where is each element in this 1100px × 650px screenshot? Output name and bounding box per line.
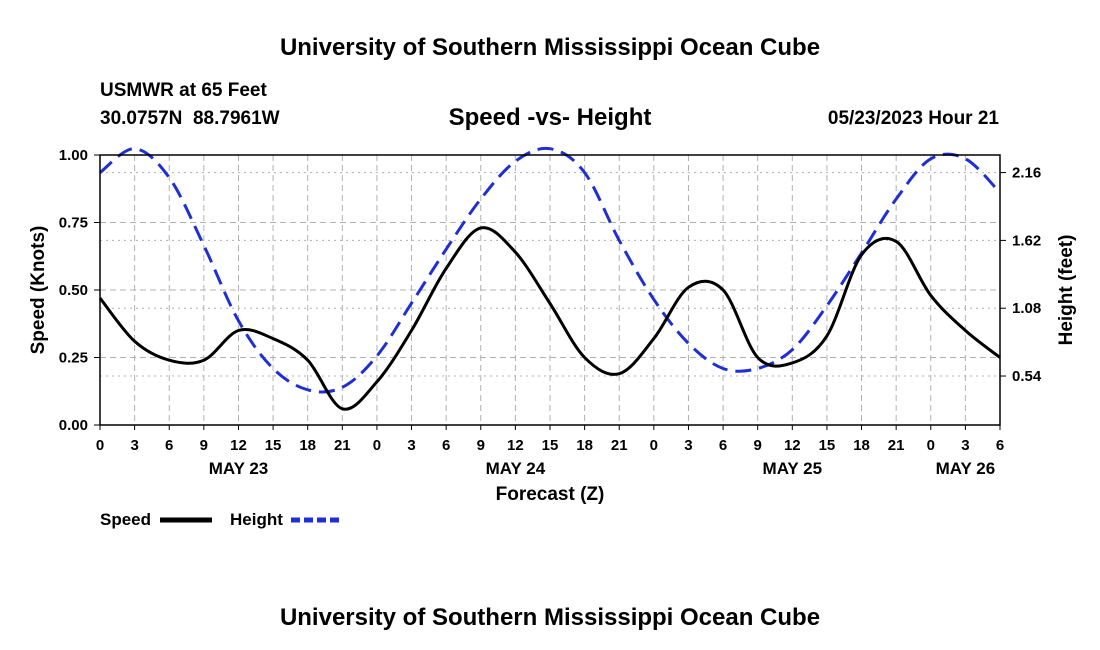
y-tick-label-left: 1.00: [59, 147, 88, 164]
y-axis-label-right: Height (feet): [1056, 235, 1077, 346]
x-tick-label: 0: [927, 437, 935, 454]
chart-title: Speed -vs- Height: [449, 104, 652, 131]
forecast-timestamp: 05/23/2023 Hour 21: [828, 108, 1000, 129]
x-tick-label: 15: [265, 437, 282, 454]
y-tick-label-right: 2.16: [1012, 165, 1041, 182]
x-axis-label: Forecast (Z): [496, 484, 605, 505]
series-layer: [98, 146, 1002, 411]
x-tick-label: 12: [230, 437, 247, 454]
axes: 0 3 6 9 12 15 18 21 0 3 6 9 12 15 18 21 0 3 6 9 12 15 18 21 0 3 6 0…: [59, 147, 1042, 478]
y-tick-label-left: 0.75: [59, 215, 88, 232]
legend-label-speed: Speed: [100, 510, 151, 529]
y-tick-label-left: 0.50: [59, 282, 88, 299]
y-tick-label-right: 1.08: [1012, 300, 1041, 317]
x-tick-label: 3: [961, 437, 969, 454]
x-tick-label: 6: [996, 437, 1004, 454]
x-tick-label: 3: [407, 437, 415, 454]
y-axis-label-left: Speed (Knots): [28, 226, 49, 355]
day-label: MAY 26: [936, 459, 996, 478]
legend-label-height: Height: [230, 510, 283, 529]
day-label: MAY 24: [486, 459, 546, 478]
x-tick-label: 6: [719, 437, 727, 454]
grid-lines: [100, 155, 1000, 425]
x-tick-label: 0: [96, 437, 104, 454]
speed-series-line: [98, 226, 1001, 411]
x-tick-label: 12: [507, 437, 524, 454]
day-label: MAY 23: [209, 459, 269, 478]
day-label: MAY 25: [763, 459, 823, 478]
y-tick-label-right: 1.62: [1012, 232, 1041, 249]
height-series-line: [99, 146, 1002, 394]
x-tick-label: 3: [130, 437, 138, 454]
x-tick-label: 6: [442, 437, 450, 454]
x-tick-label: 21: [334, 437, 351, 454]
x-tick-label: 18: [299, 437, 316, 454]
x-tick-label: 3: [684, 437, 692, 454]
y-tick-label-left: 0.00: [59, 417, 88, 434]
page-title: University of Southern Mississippi Ocean…: [280, 34, 820, 61]
legend: Speed Height: [100, 510, 343, 529]
x-tick-label: 18: [576, 437, 593, 454]
footer-title: University of Southern Mississippi Ocean…: [280, 604, 820, 631]
x-tick-label: 0: [373, 437, 381, 454]
x-tick-label: 9: [200, 437, 208, 454]
x-tick-label: 0: [650, 437, 658, 454]
x-tick-label: 9: [477, 437, 485, 454]
y-tick-label-left: 0.25: [59, 350, 88, 367]
x-tick-label: 21: [611, 437, 628, 454]
x-tick-label: 12: [784, 437, 801, 454]
x-tick-label: 15: [542, 437, 559, 454]
y-tick-label-right: 0.54: [1012, 368, 1042, 385]
x-tick-label: 21: [888, 437, 905, 454]
x-tick-label: 9: [754, 437, 762, 454]
station-name: USMWR at 65 Feet: [100, 80, 267, 101]
x-tick-label: 18: [853, 437, 870, 454]
x-tick-label: 6: [165, 437, 173, 454]
x-tick-label: 15: [819, 437, 836, 454]
station-coords: 30.0757N 88.7961W: [100, 108, 280, 129]
